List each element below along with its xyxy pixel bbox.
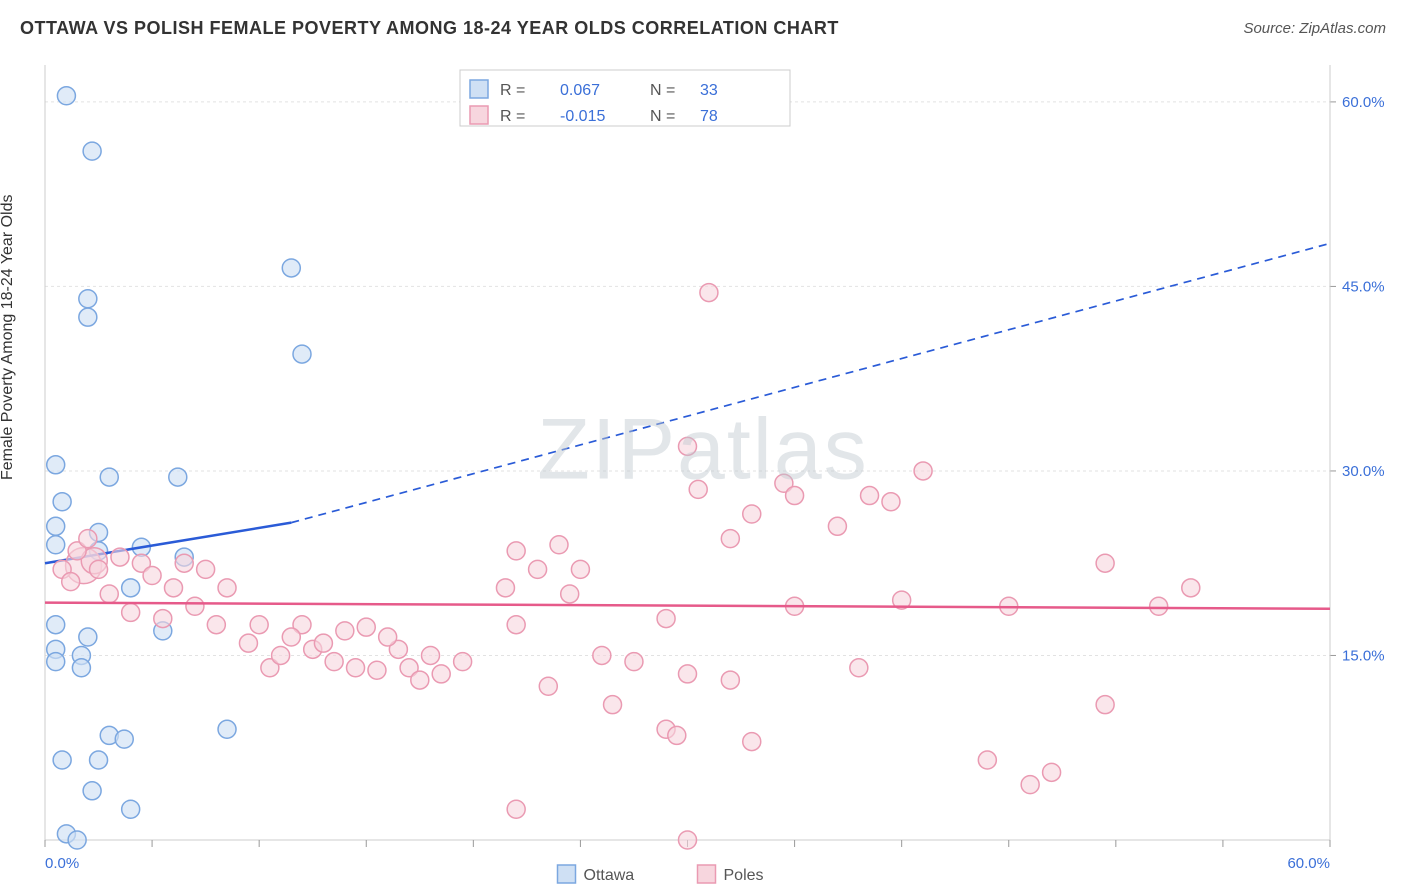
svg-text:R =: R = <box>500 82 525 99</box>
svg-text:0.067: 0.067 <box>560 82 600 99</box>
chart-title: OTTAWA VS POLISH FEMALE POVERTY AMONG 18… <box>20 18 839 39</box>
source-label: Source: ZipAtlas.com <box>1243 20 1386 37</box>
svg-text:60.0%: 60.0% <box>1342 94 1385 111</box>
svg-text:Poles: Poles <box>724 867 764 884</box>
svg-text:78: 78 <box>700 108 718 125</box>
svg-text:0.0%: 0.0% <box>45 855 79 872</box>
svg-text:60.0%: 60.0% <box>1287 855 1330 872</box>
svg-text:15.0%: 15.0% <box>1342 647 1385 664</box>
svg-text:R =: R = <box>500 108 525 125</box>
svg-text:Ottawa: Ottawa <box>584 867 635 884</box>
svg-text:30.0%: 30.0% <box>1342 463 1385 480</box>
svg-text:33: 33 <box>700 82 718 99</box>
scatter-chart: 15.0% 30.0% 45.0% 60.0% 0.0% 60.0% R = 0.067 N =… <box>0 50 1406 892</box>
svg-text:45.0%: 45.0% <box>1342 278 1385 295</box>
y-axis-label: Female Poverty Among 18-24 Year Olds <box>0 195 17 481</box>
chart-container: Female Poverty Among 18-24 Year Olds ZIP… <box>0 50 1406 892</box>
svg-text:N =: N = <box>650 82 675 99</box>
svg-text:-0.015: -0.015 <box>560 108 605 125</box>
svg-text:N =: N = <box>650 108 675 125</box>
